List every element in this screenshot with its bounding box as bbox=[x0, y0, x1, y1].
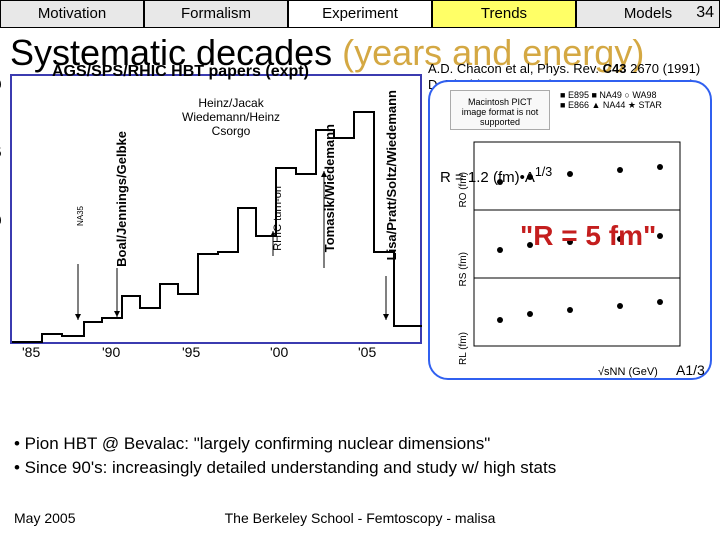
vlabel: Tomasik/Wiedemann bbox=[322, 124, 337, 252]
x-axis-a13: A1/3 bbox=[676, 362, 705, 378]
reference-1: A.D. Chacon et al, Phys. Rev. C43 2670 (… bbox=[428, 61, 700, 76]
tab-experiment[interactable]: Experiment bbox=[288, 0, 432, 28]
x-tick: '90 bbox=[102, 344, 120, 360]
tab-trends[interactable]: Trends bbox=[432, 0, 576, 28]
tab-formalism[interactable]: Formalism bbox=[144, 0, 288, 28]
formula-sup: 1/3 bbox=[535, 165, 552, 179]
bullet-list: • Pion HBT @ Bevalac: "largely confirmin… bbox=[14, 432, 556, 480]
nav-tabs: Motivation Formalism Experiment Trends M… bbox=[0, 0, 720, 28]
x-tick: '00 bbox=[270, 344, 288, 360]
ref1-pre: A.D. Chacon et al, Phys. Rev. bbox=[428, 61, 603, 76]
footer-title: The Berkeley School - Femtoscopy - malis… bbox=[0, 510, 720, 526]
x-tick: '85 bbox=[22, 344, 40, 360]
tab-motivation[interactable]: Motivation bbox=[0, 0, 144, 28]
bullet-2: • Since 90's: increasingly detailed unde… bbox=[14, 456, 556, 480]
panel-label: RS (fm) bbox=[458, 252, 469, 286]
histogram-chart: AGS/SPS/RHIC HBT papers (expt) Heinz/Jac… bbox=[10, 74, 422, 344]
vlabel: Boal/Jennings/Gelbke bbox=[114, 131, 129, 267]
vlabel: Lisa/Pratt/Soltz/Wiedemann bbox=[384, 90, 399, 260]
page-number: 34 bbox=[696, 4, 714, 22]
formula-text: R = 1.2 (fm)•A bbox=[440, 169, 535, 186]
vlabel: RHIC turn-on bbox=[272, 186, 284, 251]
y-tick: 10 bbox=[0, 212, 2, 228]
y-tick: 20 bbox=[0, 76, 2, 92]
radius-formula: R = 1.2 (fm)•A1/3 bbox=[440, 165, 552, 186]
vlabel: NA35 bbox=[76, 206, 85, 226]
r5-quote: "R = 5 fm" bbox=[520, 220, 656, 252]
ref1-bold: C43 bbox=[603, 61, 627, 76]
x-tick: '05 bbox=[358, 344, 376, 360]
x-tick: '95 bbox=[182, 344, 200, 360]
ref1-post: 2670 (1991) bbox=[626, 61, 700, 76]
panel-label: RL (fm) bbox=[458, 332, 469, 365]
bullet-1: • Pion HBT @ Bevalac: "largely confirmin… bbox=[14, 432, 556, 456]
x-axis-snn: √sNN (GeV) bbox=[598, 366, 658, 378]
subchart-label: Heinz/Jacak Wiedemann/Heinz Csorgo bbox=[182, 96, 280, 138]
y-tick: 15 bbox=[0, 144, 2, 160]
